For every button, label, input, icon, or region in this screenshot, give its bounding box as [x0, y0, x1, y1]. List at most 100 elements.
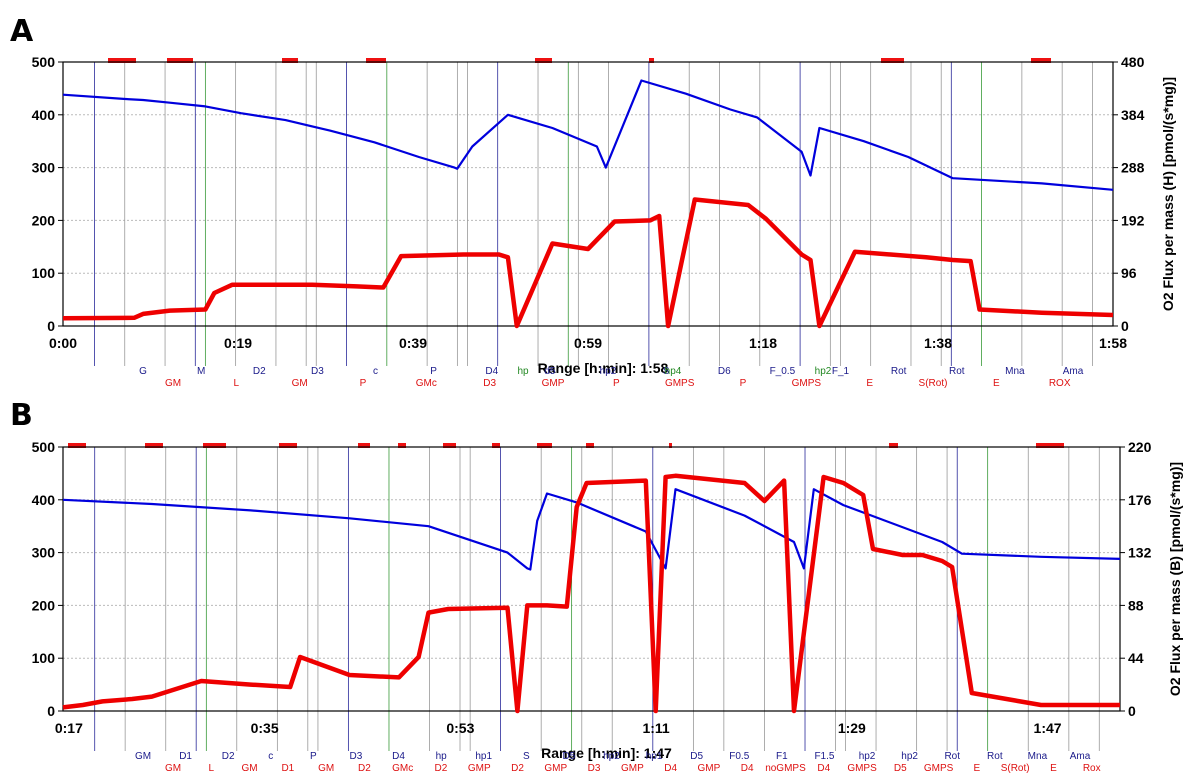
y-right-tick-label: 288	[1121, 160, 1145, 176]
event-label-red: D3	[588, 763, 601, 773]
event-label-blue: D2	[222, 751, 235, 762]
event-label-blue: GM	[135, 751, 151, 762]
event-mark	[145, 443, 163, 448]
event-label-green: hp	[517, 366, 529, 377]
event-label-red: D4	[664, 763, 677, 773]
event-mark	[669, 443, 672, 448]
x-tick-label: 1:18	[749, 335, 777, 351]
event-label-blue: D2	[253, 366, 266, 377]
event-label-blue: Ama	[1070, 751, 1091, 762]
event-mark	[366, 58, 386, 63]
event-label-blue: D5	[690, 751, 703, 762]
y-left-tick-label: 500	[32, 439, 56, 455]
x-tick-label: 0:35	[251, 720, 279, 736]
event-label-blue: D1	[179, 751, 192, 762]
y-right-tick-label: 132	[1128, 545, 1152, 561]
event-mark	[358, 443, 370, 448]
x-tick-label: 1:29	[838, 720, 866, 736]
plot-frame	[62, 61, 1114, 327]
series-red-line	[62, 473, 1120, 714]
event-label-blue: Rot	[944, 751, 960, 762]
event-label-red: GMPS	[792, 378, 822, 389]
x-tick-label: 0:19	[224, 335, 252, 351]
event-mark	[649, 58, 654, 63]
event-label-red: D3	[483, 378, 496, 389]
y-right-tick-label: 176	[1128, 492, 1152, 508]
event-label-red: P	[613, 378, 620, 389]
event-label-blue: P	[430, 366, 437, 377]
event-mark	[167, 58, 193, 63]
event-label-blue: F_1	[832, 366, 850, 377]
event-label-blue: Rot	[987, 751, 1003, 762]
event-label-red: GMPS	[924, 763, 954, 773]
event-mark	[68, 443, 86, 448]
panel-a-label: A	[10, 14, 34, 49]
y-left-tick-label: 200	[32, 212, 56, 228]
event-label-red: D2	[511, 763, 524, 773]
event-mark	[108, 58, 136, 63]
y-left-tick-label: 200	[32, 597, 56, 613]
event-label-blue: hp2	[859, 751, 876, 762]
event-label-red: GMPS	[847, 763, 877, 773]
event-label-blue: D5	[563, 751, 576, 762]
event-label-red: GMc	[416, 378, 437, 389]
event-label-red: D1	[281, 763, 294, 773]
event-label-red: L	[208, 763, 214, 773]
event-label-red: GMP	[542, 378, 565, 389]
event-label-red: E	[974, 763, 981, 773]
y-right-axis-title: O2 Flux per mass (H) [pmol/(s*mg)]	[1160, 77, 1176, 311]
y-right-tick-label: 96	[1121, 265, 1137, 281]
event-label-red: ROX	[1049, 378, 1071, 389]
event-label-blue: D4	[485, 366, 498, 377]
event-label-blue: D6	[718, 366, 731, 377]
event-label-red: P	[740, 378, 747, 389]
series-blue-line	[62, 79, 1114, 191]
event-label-red: E	[993, 378, 1000, 389]
event-label-blue: F1.5	[814, 751, 834, 762]
event-mark	[537, 443, 552, 448]
event-label-red: E	[1050, 763, 1057, 773]
event-label-red: GMP	[544, 763, 567, 773]
event-label-red: L	[234, 378, 240, 389]
event-label-red: D2	[435, 763, 448, 773]
event-mark	[889, 443, 898, 448]
event-label-red: S(Rot)	[1001, 763, 1030, 773]
panel-b-label: B	[10, 398, 33, 433]
event-label-red: GM	[165, 378, 181, 389]
event-label-red: E	[866, 378, 873, 389]
event-label-red: S(Rot)	[919, 378, 948, 389]
event-label-blue: D3	[350, 751, 363, 762]
event-label-red: Rox	[1083, 763, 1101, 773]
event-label-blue: hp	[436, 751, 448, 762]
y-left-tick-label: 100	[32, 265, 56, 281]
event-label-red: GM	[165, 763, 181, 773]
event-label-blue: hp2	[901, 751, 918, 762]
event-mark	[1031, 58, 1051, 63]
event-label-blue: D4	[392, 751, 405, 762]
x-tick-label: 0:53	[446, 720, 474, 736]
event-label-red: D4	[817, 763, 830, 773]
event-mark	[1036, 443, 1064, 448]
y-left-tick-label: 400	[32, 107, 56, 123]
y-right-tick-label: 44	[1128, 650, 1144, 666]
event-label-red: GM	[292, 378, 308, 389]
y-left-tick-label: 100	[32, 650, 56, 666]
event-label-blue: hp2	[600, 366, 617, 377]
y-left-tick-label: 0	[47, 318, 55, 334]
x-tick-label: 1:38	[924, 335, 952, 351]
event-mark	[586, 443, 594, 448]
event-mark	[443, 443, 456, 448]
event-label-red: GMPS	[665, 378, 695, 389]
event-label-blue: F_0.5	[770, 366, 796, 377]
event-label-blue: G	[139, 366, 147, 377]
y-right-tick-label: 192	[1121, 212, 1145, 228]
y-left-tick-label: 500	[32, 54, 56, 70]
event-label-blue: hp2	[603, 751, 620, 762]
event-mark	[535, 58, 552, 63]
event-label-red: GMP	[698, 763, 721, 773]
event-mark	[881, 58, 904, 63]
event-label-red: GMP	[621, 763, 644, 773]
event-mark	[492, 443, 500, 448]
y-right-tick-label: 0	[1128, 703, 1136, 719]
y-right-tick-label: 0	[1121, 318, 1129, 334]
